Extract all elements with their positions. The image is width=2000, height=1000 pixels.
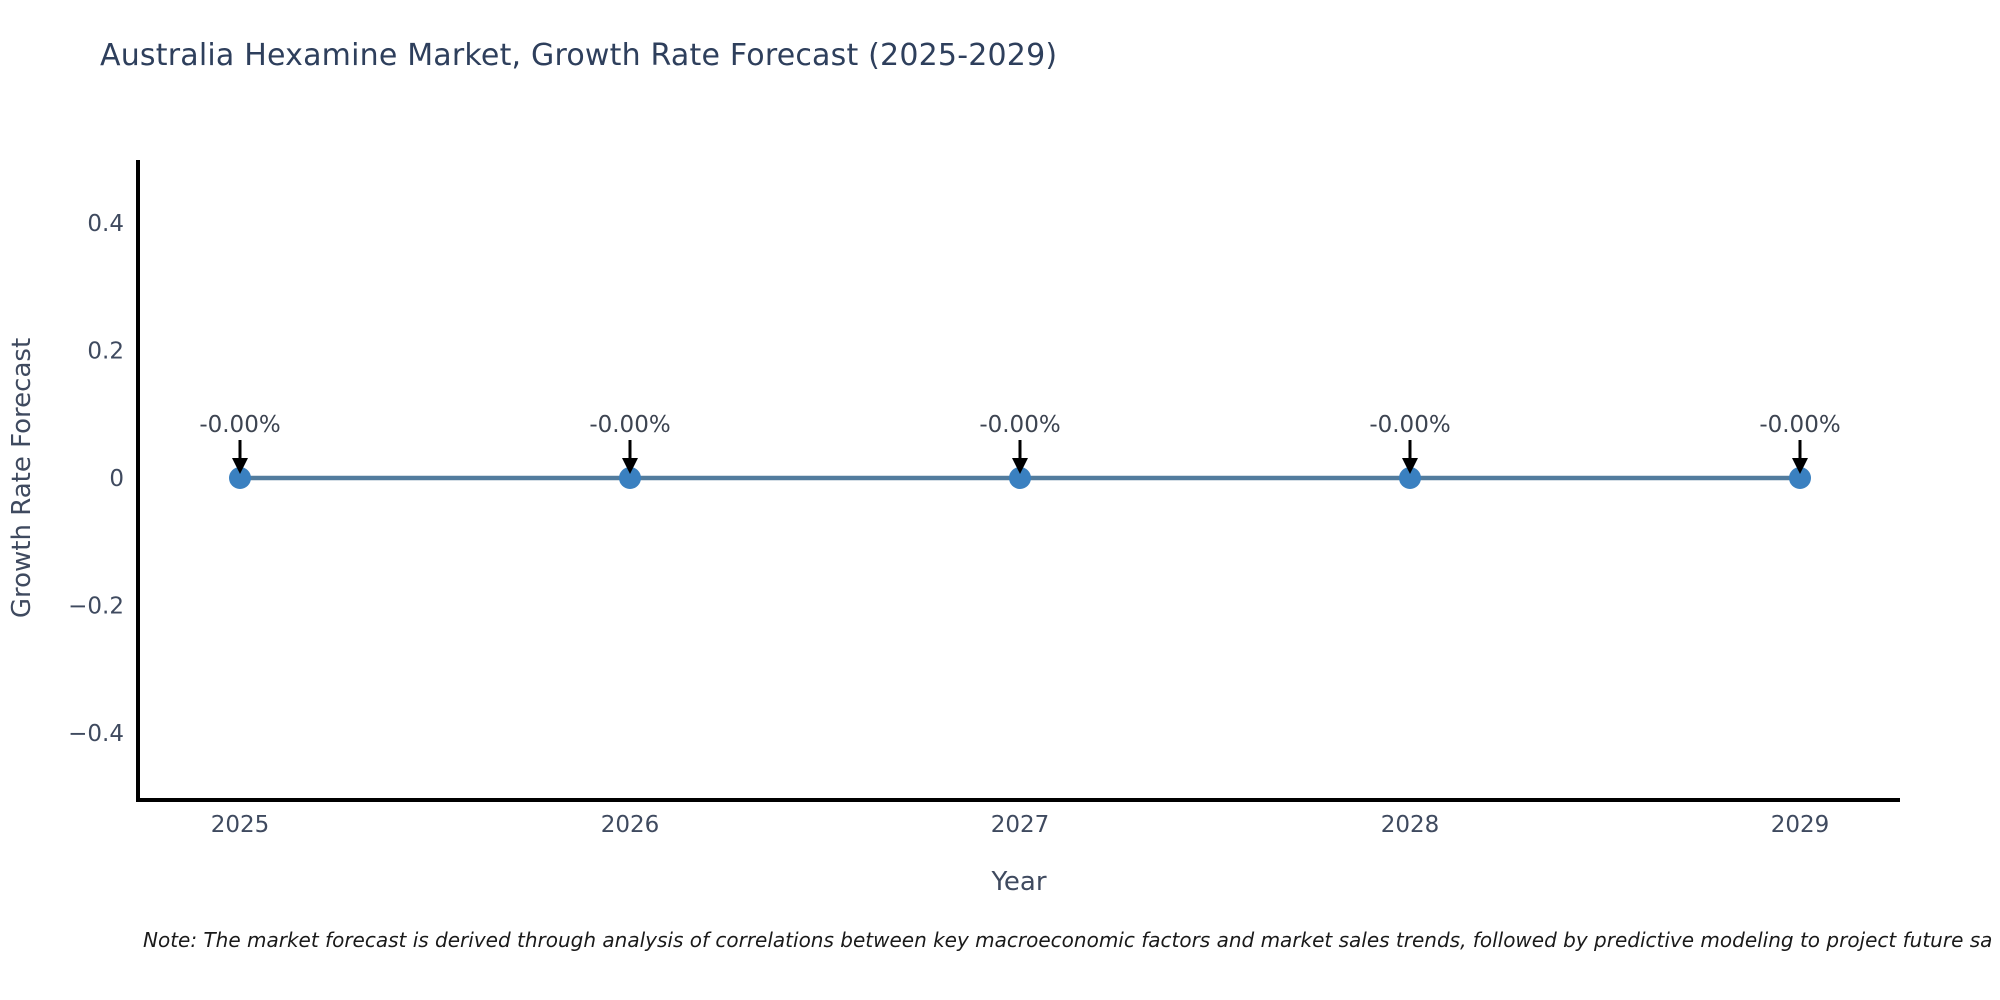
- footnote: Note: The market forecast is derived thr…: [143, 928, 1993, 952]
- y-tick-label: −0.4: [68, 721, 124, 747]
- point-value-label: -0.00%: [979, 412, 1060, 438]
- annotation-arrowhead-icon: [1792, 458, 1808, 474]
- x-tick-label: 2027: [991, 812, 1050, 838]
- chart-title: Australia Hexamine Market, Growth Rate F…: [100, 38, 1058, 73]
- annotation-arrowhead-icon: [1012, 458, 1028, 474]
- y-tick-label: 0: [109, 466, 124, 492]
- annotation-arrowhead-icon: [1402, 458, 1418, 474]
- data-point-marker: [619, 467, 641, 489]
- x-tick-label: 2025: [211, 812, 270, 838]
- point-value-label: -0.00%: [1369, 412, 1450, 438]
- data-point-marker: [1009, 467, 1031, 489]
- x-tick-label: 2029: [1771, 812, 1830, 838]
- y-tick-label: −0.2: [68, 594, 124, 620]
- data-point-marker: [1399, 467, 1421, 489]
- y-tick-label: 0.2: [87, 339, 124, 365]
- x-axis-title: Year: [990, 867, 1046, 897]
- data-point-marker: [229, 467, 251, 489]
- annotation-arrowhead-icon: [232, 458, 248, 474]
- y-axis-title: Growth Rate Forecast: [7, 338, 37, 618]
- data-point-marker: [1789, 467, 1811, 489]
- point-value-label: -0.00%: [1759, 412, 1840, 438]
- y-tick-label: 0.4: [87, 211, 124, 237]
- x-tick-label: 2028: [1381, 812, 1440, 838]
- point-value-label: -0.00%: [589, 412, 670, 438]
- point-value-label: -0.00%: [199, 412, 280, 438]
- annotation-arrowhead-icon: [622, 458, 638, 474]
- x-tick-label: 2026: [601, 812, 660, 838]
